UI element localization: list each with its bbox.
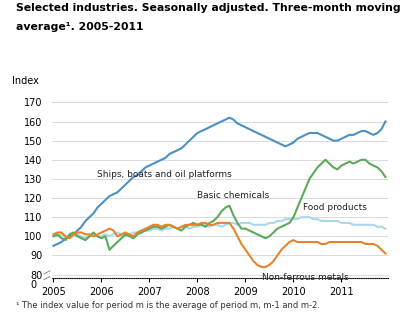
Text: Ships, boats and oil platforms: Ships, boats and oil platforms — [97, 170, 231, 179]
Text: Food products: Food products — [303, 203, 367, 212]
Text: ¹ The index value for period m is the average of period m, m-1 and m-2.: ¹ The index value for period m is the av… — [16, 301, 320, 310]
Text: 0: 0 — [31, 280, 37, 290]
Text: Index: Index — [12, 76, 39, 86]
Text: Selected industries. Seasonally adjusted. Three-month moving: Selected industries. Seasonally adjusted… — [16, 3, 400, 13]
Text: Basic chemicals: Basic chemicals — [198, 191, 270, 200]
Text: average¹. 2005-2011: average¹. 2005-2011 — [16, 22, 144, 32]
Text: Non-ferrous metals: Non-ferrous metals — [262, 273, 349, 282]
